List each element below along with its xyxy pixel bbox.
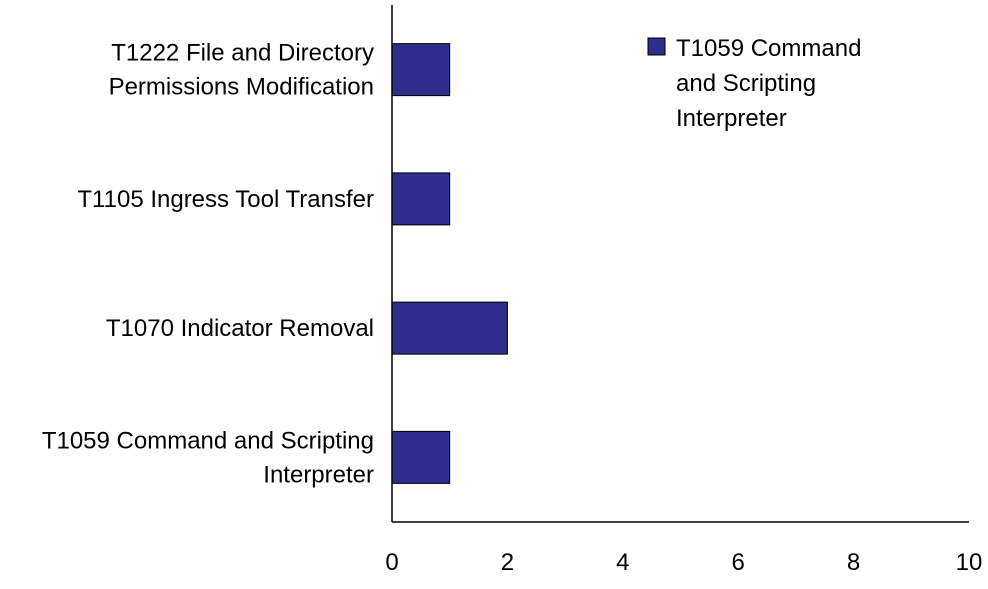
legend-label: T1059 Command xyxy=(676,35,861,62)
x-tick-label: 10 xyxy=(956,549,983,576)
bars-group xyxy=(391,43,508,484)
legend: T1059 Command and Scripting Interpreter xyxy=(647,35,861,132)
category-label: T1105 Ingress Tool Transfer xyxy=(77,186,374,213)
category-labels: T1059 Command and Scripting Interpreter T1… xyxy=(42,40,374,489)
x-tick-label: 2 xyxy=(501,549,514,576)
x-tick-labels: 0 2 4 6 8 10 xyxy=(385,549,982,576)
x-tick-label: 6 xyxy=(732,549,745,576)
category-label: T1059 Command and Scripting xyxy=(42,427,374,454)
x-tick-label: 0 xyxy=(385,549,398,576)
legend-label: and Scripting xyxy=(676,70,816,97)
category-label: T1070 Indicator Removal xyxy=(106,315,374,342)
bar xyxy=(391,430,451,484)
legend-swatch xyxy=(647,37,666,56)
bar xyxy=(391,301,508,355)
bar xyxy=(391,172,451,226)
category-label: Interpreter xyxy=(263,461,374,488)
bar xyxy=(391,43,451,97)
category-label: T1222 File and Directory xyxy=(111,40,374,67)
legend-label: Interpreter xyxy=(676,105,787,132)
axes xyxy=(391,5,969,523)
x-tick-label: 8 xyxy=(847,549,860,576)
category-label: Permissions Modification xyxy=(109,74,374,101)
x-tick-label: 4 xyxy=(616,549,629,576)
